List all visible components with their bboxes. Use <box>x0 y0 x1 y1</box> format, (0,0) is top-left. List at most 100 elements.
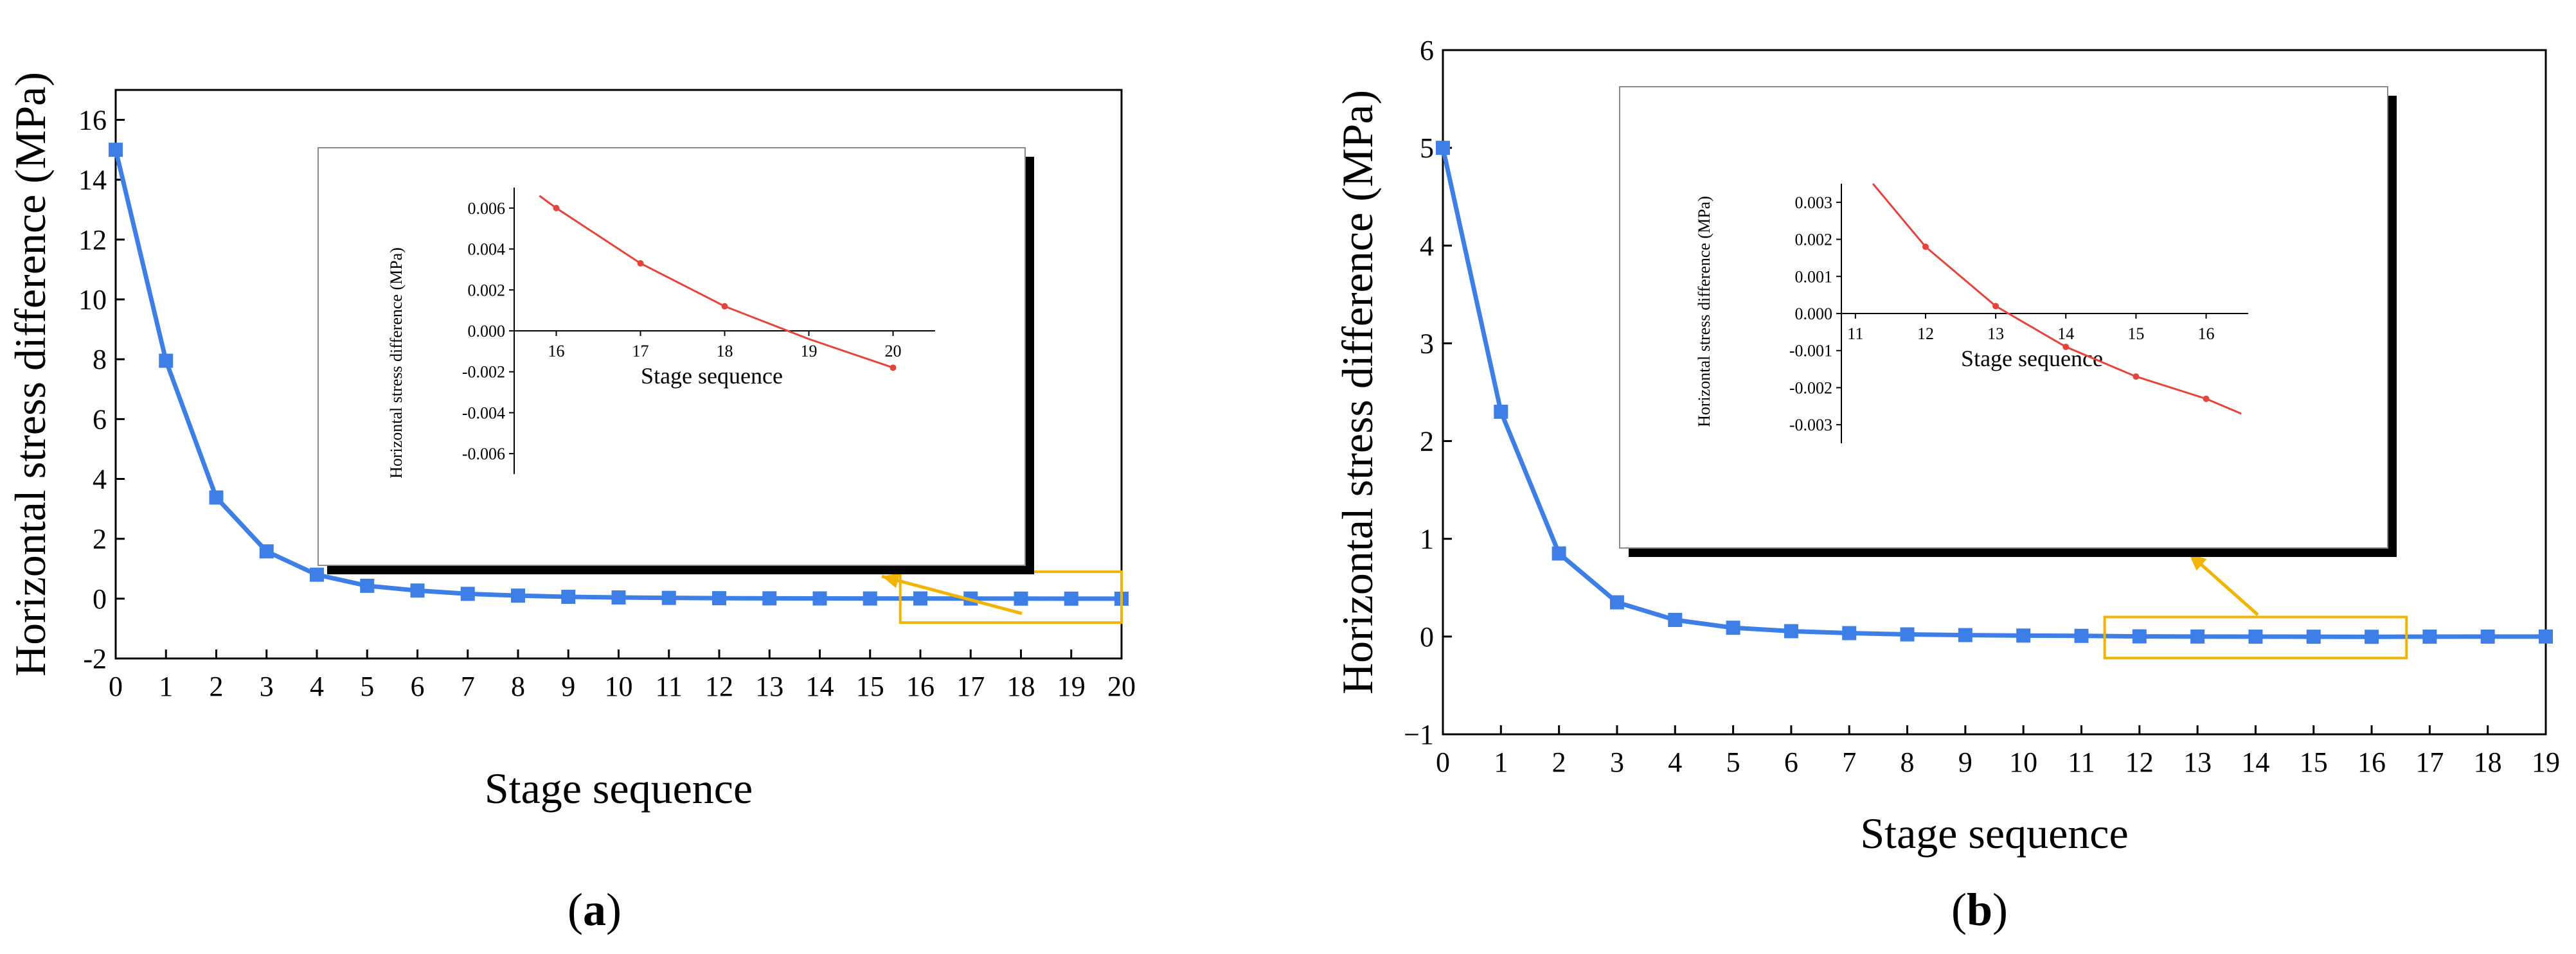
panel-b-inset-y-tick-label: 0.001 <box>1795 267 1833 286</box>
caption-close-paren: ) <box>1992 884 2008 935</box>
panel-a-caption: (a) <box>568 884 622 935</box>
panel-b-x-tick-label: 16 <box>2357 746 2386 778</box>
panel-b-inset-y-tick-label: 0.003 <box>1795 193 1833 212</box>
panel-b-inset: 0.003 0.002 0.001 0.000 -0.001 -0.002 -0.003 11… <box>1619 86 2397 557</box>
panel-b-data-point <box>2190 629 2205 644</box>
panel-b-x-tick-label: 8 <box>1901 746 1915 778</box>
caption-close-paren: ) <box>606 884 622 935</box>
panel-a-inset-series-line <box>539 195 893 369</box>
panel-b-x-tick-label: 1 <box>1494 746 1508 778</box>
panel-a-inset-x-axis-label: Stage sequence <box>641 363 783 389</box>
panel-a-y-tick-label: 14 <box>78 164 107 196</box>
panel-b-x-tick-label: 2 <box>1552 746 1566 778</box>
panel-b-data-point <box>2248 629 2263 644</box>
panel-a-x-tick-label: 2 <box>210 671 224 702</box>
panel-b-x-tick-label: 9 <box>1958 746 1972 778</box>
panel-b-y-tick-label: 3 <box>1420 328 1434 359</box>
panel-a-data-point <box>109 143 123 157</box>
panel-b-inset-y-tick-label: 0.002 <box>1795 231 1833 249</box>
panel-a-data-point <box>460 587 475 601</box>
panel-b-data-point <box>1900 627 1915 642</box>
panel-b-inset-data-point <box>1992 303 1999 310</box>
panel-a-data-point <box>762 591 777 606</box>
panel-a-x-tick-label: 5 <box>360 671 374 702</box>
panel-b-y-axis-label: Horizontal stress difference (MPa) <box>1333 90 1382 694</box>
panel-a-data-point <box>913 591 927 606</box>
panel-a-inset-data-point <box>890 364 897 371</box>
panel-a-x-tick-label: 3 <box>260 671 274 702</box>
panel-b-x-tick-label: 12 <box>2125 746 2154 778</box>
panel-b-inset-y-tick-label: -0.002 <box>1789 378 1832 397</box>
panel-b-data-point <box>2480 629 2495 644</box>
panel-b-inset-data-point <box>2133 373 2140 380</box>
panel-a-data-point <box>661 590 676 605</box>
panel-b-data-point <box>1842 626 1857 640</box>
panel-b-chart: 0 1 2 3 4 5 6 7 8 9 10 11 12 13 14 15 16 17 18 19−10123456S… <box>1333 35 2560 935</box>
panel-a-data-point <box>360 578 375 593</box>
panel-a-y-tick-label: -2 <box>83 643 107 675</box>
panel-a-data-point <box>561 590 576 605</box>
panel-a-data-point <box>1014 591 1028 606</box>
panel-a-x-tick-label: 0 <box>109 671 123 702</box>
panel-a-x-tick-label: 8 <box>511 671 525 702</box>
caption-open-paren: ( <box>568 884 583 935</box>
caption-letter: a <box>583 884 606 935</box>
panel-a-y-tick-label: 6 <box>93 403 107 435</box>
panel-a-x-axis-label: Stage sequence <box>485 764 753 813</box>
panel-a-data-point <box>1064 591 1078 606</box>
panel-a-inset-y-tick-label: 0.004 <box>468 240 506 259</box>
panel-a-x-tick-label: 6 <box>411 671 425 702</box>
panel-a-x-tick-label: 7 <box>461 671 475 702</box>
panel-a-x-tick-label: 10 <box>605 671 633 702</box>
panel-b-x-tick-label: 19 <box>2532 746 2560 778</box>
panel-a-data-point <box>863 591 877 606</box>
panel-a-x-tick-label: 4 <box>310 671 324 702</box>
caption-open-paren: ( <box>1951 884 1967 935</box>
panel-a-data-point <box>712 591 726 606</box>
panel-b-data-point <box>1494 404 1508 419</box>
panel-a-inset: 0.006 0.004 0.002 0.000 -0.002 -0.004 -0.006 16… <box>318 147 1034 574</box>
panel-b-x-tick-label: 7 <box>1842 746 1856 778</box>
panel-b-plot-frame <box>1442 49 2547 736</box>
panel-b-y-tick-label: 5 <box>1420 132 1434 164</box>
panel-b-inset-x-tick-label: 15 <box>2127 324 2144 343</box>
panel-a-x-tick-label: 13 <box>755 671 783 702</box>
panel-a-y-tick-label: 2 <box>93 524 107 555</box>
panel-b-inset-x-tick-label: 16 <box>2198 324 2215 343</box>
panel-a-data-point <box>812 591 827 606</box>
panel-a-x-tick-label: 18 <box>1007 671 1035 702</box>
panel-b-data-point <box>1726 621 1740 635</box>
panel-b-x-tick-label: 18 <box>2474 746 2502 778</box>
panel-a-y-tick-label: 4 <box>93 464 107 495</box>
panel-a-inset-x-tick-label: 18 <box>717 342 733 360</box>
panel-b-inset-x-axis-label: Stage sequence <box>1961 346 2103 371</box>
panel-a-x-tick-label: 17 <box>956 671 985 702</box>
panel-b-y-tick-label: 0 <box>1420 621 1434 653</box>
panel-b-series-line <box>1440 147 2546 639</box>
panel-a-callout-arrow <box>881 574 1023 615</box>
panel-b-inset-data-point <box>2203 395 2210 402</box>
panel-b-data-point <box>2539 629 2553 644</box>
panel-b-x-tick-label: 3 <box>1610 746 1624 778</box>
panel-a-data-point <box>159 353 174 368</box>
panel-b-y-tick-label: 6 <box>1420 35 1434 66</box>
panel-b-x-tick-label: 10 <box>2009 746 2037 778</box>
panel-a-data-point <box>310 567 324 582</box>
panel-b-x-tick-label: 13 <box>2183 746 2212 778</box>
panel-b-data-point <box>2074 628 2089 643</box>
panel-a-x-tick-label: 9 <box>561 671 575 702</box>
panel-a-x-tick-label: 14 <box>806 671 834 702</box>
panel-a-x-tick-label: 1 <box>159 671 173 702</box>
panel-b-x-tick-label: 17 <box>2415 746 2444 778</box>
panel-a-x-tick-label: 16 <box>906 671 935 702</box>
panel-b-x-axis-label: Stage sequence <box>1860 809 2128 858</box>
panel-b-data-point <box>2365 630 2379 644</box>
panel-a-inset-x-tick-label: 16 <box>548 342 565 360</box>
panel-b-y-tick-label: −1 <box>1404 719 1434 750</box>
panel-b-x-tick-label: 15 <box>2300 746 2328 778</box>
panel-b-x-tick-label: 5 <box>1726 746 1740 778</box>
panel-b-data-point <box>2422 630 2437 644</box>
panel-b-inset-x-tick-label: 11 <box>1847 324 1863 343</box>
panel-b-inset-data-point <box>2062 343 2070 350</box>
panel-a-data-point <box>410 583 425 598</box>
